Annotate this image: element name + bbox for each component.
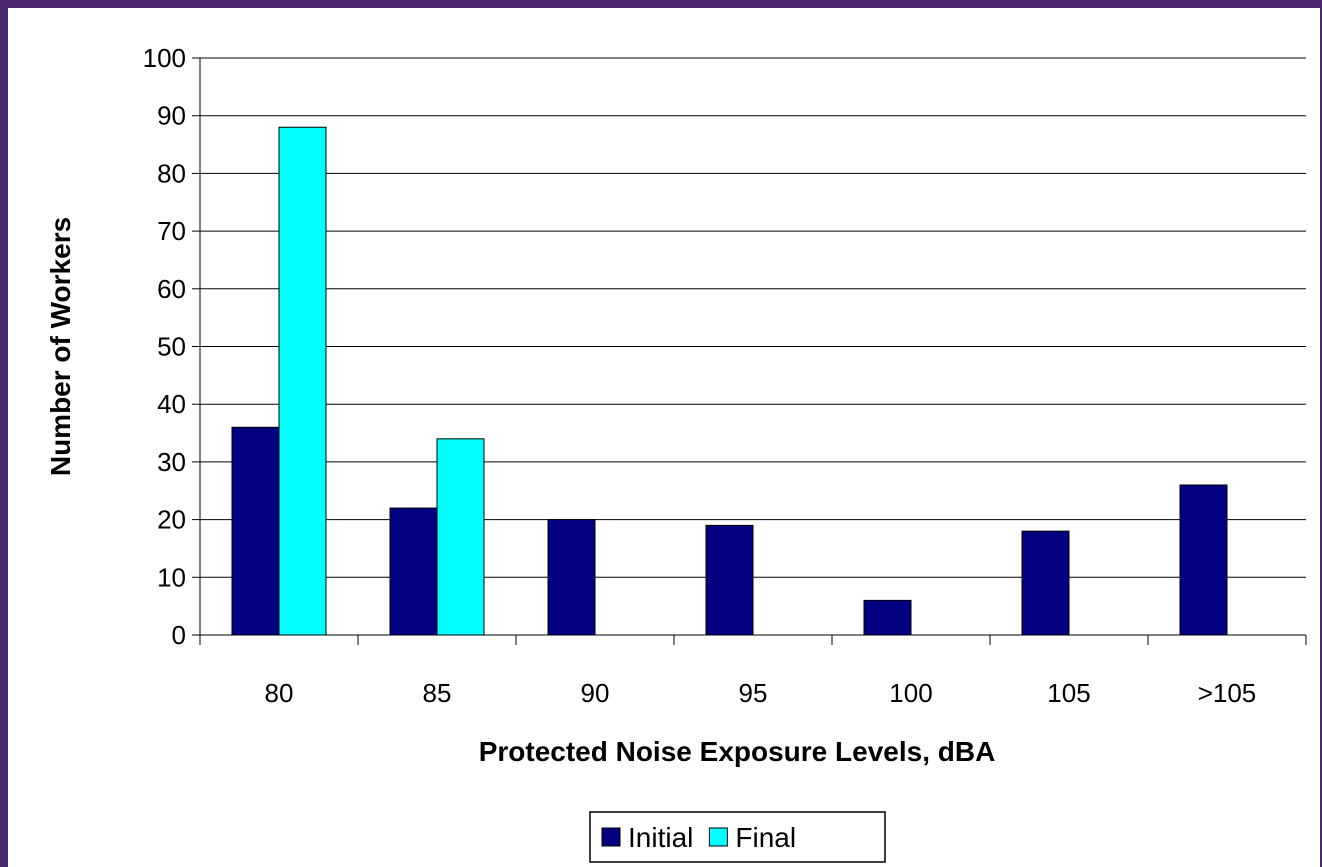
bar-initial-105	[1021, 530, 1070, 636]
bar-final-85	[436, 438, 485, 636]
y-tick-label: 60	[157, 274, 186, 304]
y-tick-label: 100	[143, 43, 186, 73]
x-tick-label: 85	[423, 678, 452, 708]
y-axis-title: Number of Workers	[45, 217, 76, 476]
y-tick-labels: 0 10 20 30 40 50 60 70 80 90 100	[143, 43, 186, 650]
bar-initial-90	[547, 519, 596, 636]
y-tick-label: 90	[157, 101, 186, 131]
bar-final-80	[278, 126, 327, 636]
x-tick-labels: 80 85 90 95 100 105 >105	[265, 678, 1257, 708]
x-tick-label: 80	[265, 678, 294, 708]
x-tick-label: >105	[1198, 678, 1257, 708]
y-tick-label: 0	[172, 620, 186, 650]
gridlines	[200, 57, 1306, 578]
chart-frame: 0 10 20 30 40 50 60 70 80 90 100 80 85 90 95 100 105 >10…	[8, 8, 1320, 867]
y-tick-label: 20	[157, 505, 186, 535]
y-tick-label: 80	[157, 158, 186, 188]
x-tick-label: 90	[581, 678, 610, 708]
legend-label-initial: Initial	[628, 822, 693, 853]
x-tick-label: 100	[889, 678, 932, 708]
x-tick-label: 95	[739, 678, 768, 708]
legend-swatch-initial	[601, 827, 621, 847]
bar-initial-100	[863, 599, 912, 636]
legend-swatch-final	[708, 827, 728, 847]
axes	[192, 57, 1307, 645]
y-tick-label: 10	[157, 562, 186, 592]
bar-chart: 0 10 20 30 40 50 60 70 80 90 100 80 85 90 95 100 105 >10…	[45, 43, 1307, 863]
bar-initial->105	[1179, 484, 1228, 636]
y-tick-label: 50	[157, 332, 186, 362]
legend-label-final: Final	[735, 822, 796, 853]
bar-initial-95	[705, 524, 754, 636]
x-tick-label: 105	[1047, 678, 1090, 708]
legend: Initial Final	[589, 811, 886, 863]
y-tick-label: 70	[157, 216, 186, 246]
y-tick-label: 40	[157, 389, 186, 419]
bars	[231, 126, 1228, 636]
legend-box	[589, 811, 886, 863]
x-axis-title: Protected Noise Exposure Levels, dBA	[479, 736, 996, 767]
bar-initial-85	[389, 507, 438, 636]
bar-initial-80	[231, 426, 280, 636]
y-tick-label: 30	[157, 447, 186, 477]
